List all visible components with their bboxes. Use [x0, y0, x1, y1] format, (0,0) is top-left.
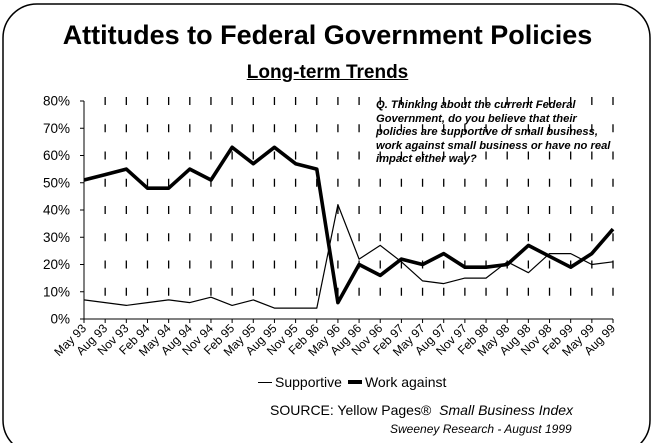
y-tick-label: 50% [43, 175, 70, 190]
legend-swatch-work-against [347, 380, 362, 384]
legend-label-work-against: Work against [364, 374, 447, 390]
y-tick-label: 60% [43, 148, 70, 163]
source-index: Small Business Index [439, 402, 574, 418]
series-line-supportive [83, 204, 614, 309]
legend-swatch-supportive [258, 381, 272, 383]
legend-item-work-against: Work against [347, 374, 447, 390]
legend-item-supportive: Supportive [258, 374, 342, 390]
survey-question: Q. Thinking about the current Federal Go… [376, 99, 611, 166]
chart-border [2, 3, 651, 443]
source-label: SOURCE: Yellow Pages® [270, 402, 432, 418]
chart-title: Attitudes to Federal Government Policies [62, 20, 593, 50]
chart-subtitle: Long-term Trends [246, 62, 409, 83]
credit-line: Sweeney Research - August 1999 [390, 422, 572, 436]
y-tick-label: 0% [50, 312, 70, 327]
y-tick-label: 30% [43, 230, 70, 245]
y-tick-label: 10% [43, 284, 70, 299]
y-tick-label: 20% [43, 257, 70, 272]
source-line: SOURCE: Yellow Pages® Small Business Ind… [270, 402, 573, 418]
y-tick-label: 40% [43, 203, 70, 218]
chart-legend: Supportive Work against [258, 374, 452, 390]
series-line-work-against [83, 145, 615, 305]
y-tick-label: 80% [43, 94, 70, 109]
y-tick-label: 70% [43, 121, 70, 136]
legend-label-supportive: Supportive [275, 374, 342, 390]
